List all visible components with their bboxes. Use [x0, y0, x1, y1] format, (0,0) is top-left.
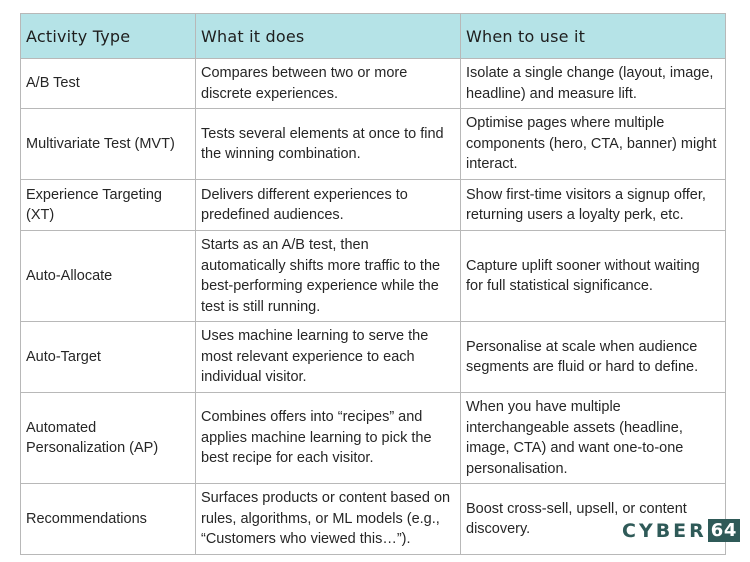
table-row: Automated Personalization (AP) Combines …: [20, 392, 726, 484]
watermark-text: CYBER: [622, 519, 707, 542]
what-it-does-cell: Combines offers into “recipes” and appli…: [195, 392, 461, 484]
what-it-does-cell: Surfaces products or content based on ru…: [195, 483, 461, 555]
what-it-does-cell: Uses machine learning to serve the most …: [195, 321, 461, 393]
activity-types-table: Activity Type What it does When to use i…: [20, 13, 726, 555]
table-row: Auto-Allocate Starts as an A/B test, the…: [20, 230, 726, 322]
watermark-number: 64: [707, 519, 740, 542]
table-row: Recommendations Surfaces products or con…: [20, 483, 726, 555]
when-to-use-cell: When you have multiple interchangeable a…: [460, 392, 726, 484]
what-it-does-cell: Starts as an A/B test, then automaticall…: [195, 230, 461, 322]
when-to-use-cell: Capture uplift sooner without waiting fo…: [460, 230, 726, 322]
activity-type-cell: Experience Targeting (XT): [20, 179, 196, 231]
table-row: Multivariate Test (MVT) Tests several el…: [20, 108, 726, 180]
activity-type-cell: Automated Personalization (AP): [20, 392, 196, 484]
header-what-it-does: What it does: [195, 13, 461, 59]
when-to-use-cell: Show first-time visitors a signup offer,…: [460, 179, 726, 231]
header-when-to-use-it: When to use it: [460, 13, 726, 59]
activity-type-cell: Auto-Target: [20, 321, 196, 393]
activity-type-cell: Auto-Allocate: [20, 230, 196, 322]
header-row: Activity Type What it does When to use i…: [20, 13, 726, 59]
header-activity-type: Activity Type: [20, 13, 196, 59]
what-it-does-cell: Delivers different experiences to predef…: [195, 179, 461, 231]
when-to-use-cell: Boost cross-sell, upsell, or content dis…: [460, 483, 726, 555]
when-to-use-cell: Isolate a single change (layout, image, …: [460, 58, 726, 109]
table-row: A/B Test Compares between two or more di…: [20, 58, 726, 109]
what-it-does-cell: Compares between two or more discrete ex…: [195, 58, 461, 109]
when-to-use-cell: Optimise pages where multiple components…: [460, 108, 726, 180]
table-row: Experience Targeting (XT) Delivers diffe…: [20, 179, 726, 231]
cyber64-watermark-logo: CYBER 64: [622, 519, 740, 542]
activity-type-cell: A/B Test: [20, 58, 196, 109]
activity-type-cell: Recommendations: [20, 483, 196, 555]
when-to-use-cell: Personalise at scale when audience segme…: [460, 321, 726, 393]
table-row: Auto-Target Uses machine learning to ser…: [20, 321, 726, 393]
activity-type-cell: Multivariate Test (MVT): [20, 108, 196, 180]
what-it-does-cell: Tests several elements at once to find t…: [195, 108, 461, 180]
